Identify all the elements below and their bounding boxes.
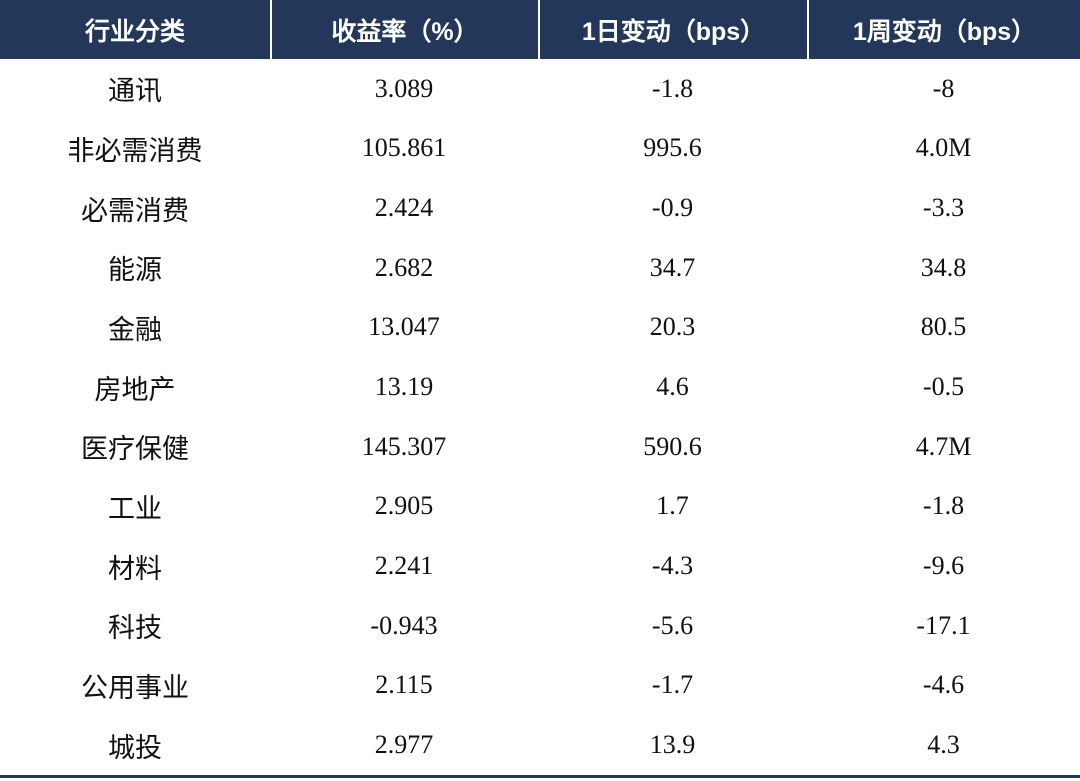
industry-cell: 材料 xyxy=(108,553,162,585)
week-change-cell: -3.3 xyxy=(922,193,965,223)
table-row: 非必需消费 105.861 995.6 4.0M xyxy=(0,119,1080,179)
table-row: 医疗保健 145.307 590.6 4.7M xyxy=(0,417,1080,477)
week-change-cell: 4.7M xyxy=(915,431,972,461)
header-industry: 行业分类 xyxy=(84,17,185,46)
header-1w-change: 1周变动（bps） xyxy=(807,0,1080,59)
yield-cell: 2.977 xyxy=(374,730,434,760)
day-change-cell: -0.9 xyxy=(651,193,694,223)
day-change-cell: 1.7 xyxy=(656,491,689,521)
table-row: 通讯 3.089 -1.8 -8 xyxy=(0,59,1080,119)
table-row: 材料 2.241 -4.3 -9.6 xyxy=(0,536,1080,596)
yield-cell: 2.424 xyxy=(374,193,434,223)
industry-cell: 通讯 xyxy=(108,76,162,108)
table-row: 必需消费 2.424 -0.9 -3.3 xyxy=(0,178,1080,238)
week-change-cell: -17.1 xyxy=(916,610,971,640)
header-1d-change: 1日变动（bps） xyxy=(538,0,807,59)
day-change-cell: 20.3 xyxy=(649,312,696,342)
yield-cell: 105.861 xyxy=(361,133,447,163)
industry-cell: 必需消费 xyxy=(81,195,189,227)
week-change-cell: -4.6 xyxy=(922,670,965,700)
industry-cell: 房地产 xyxy=(94,374,176,406)
yield-cell: 13.047 xyxy=(368,312,440,342)
industry-cell: 科技 xyxy=(108,613,162,645)
yield-cell: 145.307 xyxy=(361,431,447,461)
week-change-cell: -0.5 xyxy=(922,372,965,402)
industry-cell: 城投 xyxy=(108,732,162,764)
day-change-cell: -4.3 xyxy=(651,551,694,581)
header-yield: 收益率（%） xyxy=(270,0,538,59)
week-change-cell: 4.0M xyxy=(915,133,972,163)
day-change-cell: -1.7 xyxy=(651,670,694,700)
week-change-cell: -1.8 xyxy=(922,491,965,521)
industry-cell: 能源 xyxy=(108,255,162,287)
yield-cell: 13.19 xyxy=(374,372,434,402)
yield-cell: 2.905 xyxy=(374,491,434,521)
day-change-cell: 4.6 xyxy=(656,372,689,402)
industry-cell: 工业 xyxy=(108,493,162,525)
yield-cell: 2.682 xyxy=(374,252,434,282)
week-change-cell: -8 xyxy=(932,73,955,103)
industry-cell: 医疗保健 xyxy=(81,434,189,466)
yield-cell: -0.943 xyxy=(370,610,438,640)
table-row: 金融 13.047 20.3 80.5 xyxy=(0,298,1080,358)
week-change-cell: 4.3 xyxy=(927,730,960,760)
yield-cell: 2.115 xyxy=(375,670,433,700)
table-row: 房地产 13.19 4.6 -0.5 xyxy=(0,357,1080,417)
industry-cell: 非必需消费 xyxy=(67,135,203,167)
table-header: 行业分类 收益率（%） 1日变动（bps） 1周变动（bps） xyxy=(0,0,1080,59)
table-row: 能源 2.682 34.7 34.8 xyxy=(0,238,1080,298)
yield-cell: 3.089 xyxy=(374,73,434,103)
table-row: 工业 2.905 1.7 -1.8 xyxy=(0,477,1080,537)
week-change-cell: -9.6 xyxy=(922,551,965,581)
table-body: 通讯 3.089 -1.8 -8 非必需消费 105.861 995.6 4.0M 必需消费 2.… xyxy=(0,59,1080,775)
week-change-cell: 80.5 xyxy=(920,312,967,342)
day-change-cell: 590.6 xyxy=(643,431,702,461)
day-change-cell: 995.6 xyxy=(643,133,702,163)
week-change-cell: 34.8 xyxy=(920,252,967,282)
day-change-cell: -1.8 xyxy=(651,73,694,103)
table-bottom-rule xyxy=(0,775,1080,778)
table-row: 公用事业 2.115 -1.7 -4.6 xyxy=(0,656,1080,716)
day-change-cell: 13.9 xyxy=(649,730,696,760)
table-row: 科技 -0.943 -5.6 -17.1 xyxy=(0,596,1080,656)
day-change-cell: 34.7 xyxy=(649,252,696,282)
industry-cell: 公用事业 xyxy=(81,672,189,704)
industry-cell: 金融 xyxy=(108,314,162,346)
yield-cell: 2.241 xyxy=(374,551,434,581)
table-row: 城投 2.977 13.9 4.3 xyxy=(0,715,1080,775)
day-change-cell: -5.6 xyxy=(651,610,694,640)
